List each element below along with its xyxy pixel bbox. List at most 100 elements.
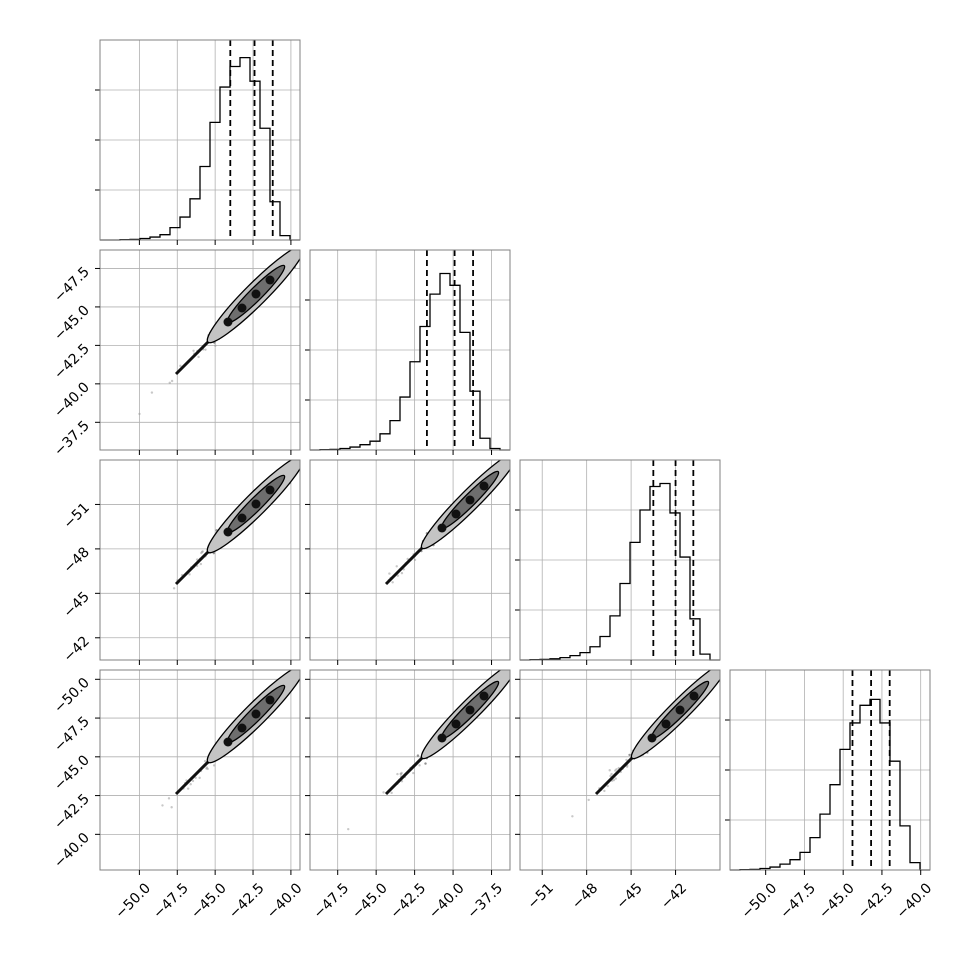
- panel-border: [309, 249, 511, 451]
- panels: −50.0−47.5−45.0−42.5−40.0 −47.5−45.0−42.5…: [51, 39, 935, 922]
- sample-point: [168, 381, 171, 384]
- density-peak-1: [437, 523, 447, 533]
- x-tick-label: −50.0: [739, 880, 781, 922]
- density-peak-4: [265, 275, 275, 285]
- density: [172, 460, 300, 590]
- sample-point: [167, 797, 171, 800]
- sample-point: [138, 412, 141, 416]
- density: [138, 250, 300, 416]
- sample-point: [205, 766, 209, 769]
- sample-point: [194, 776, 197, 779]
- panel-border: [519, 459, 721, 661]
- y-tick-label: −40.0: [51, 830, 93, 872]
- sample-point: [170, 379, 174, 383]
- sample-point: [161, 804, 164, 807]
- density-peak-2: [237, 303, 247, 313]
- x-tick-label: −47.5: [777, 880, 819, 922]
- sample-point: [198, 776, 201, 780]
- x-tick-label: −50.0: [112, 880, 154, 922]
- density-peak-3: [465, 705, 475, 715]
- density: [347, 670, 510, 831]
- x-tick-label: −48: [569, 880, 601, 912]
- density-peak-4: [265, 695, 275, 705]
- density-peak-3: [675, 705, 685, 715]
- hist-panel-3: [515, 459, 721, 665]
- panel-border: [519, 669, 721, 871]
- y-tick-label: −45.0: [51, 752, 93, 794]
- x-tick-label: −42: [658, 880, 690, 912]
- sample-point: [347, 827, 350, 831]
- x-tick-label: −40.0: [264, 880, 306, 922]
- sample-point: [214, 344, 217, 347]
- sample-point: [587, 798, 590, 802]
- sample-point: [614, 769, 617, 772]
- histogram-step: [730, 698, 930, 871]
- y-tick-label: −40.0: [51, 379, 93, 421]
- density-peak-4: [479, 691, 489, 701]
- density-peak-1: [223, 317, 233, 327]
- sample-point: [395, 565, 398, 568]
- y-tick-label: −51: [61, 500, 93, 532]
- sample-point: [197, 355, 200, 359]
- sample-point: [391, 581, 394, 584]
- hist-panel-4: [725, 669, 931, 875]
- y-tick-label: −47.5: [51, 264, 93, 306]
- density-peak-1: [647, 733, 657, 743]
- x-tick-label: −47.5: [311, 880, 353, 922]
- sample-point: [412, 771, 415, 775]
- sample-point: [388, 572, 391, 575]
- panel-border: [309, 459, 511, 661]
- sample-point: [400, 571, 404, 575]
- scatter-panel-4-1: [95, 669, 301, 875]
- y-tick-label: −37.5: [51, 418, 93, 460]
- sample-point: [191, 779, 195, 783]
- density-peak-4: [689, 691, 699, 701]
- histogram-step: [310, 272, 510, 451]
- sample-point: [382, 791, 385, 794]
- density-peak-4: [265, 485, 275, 495]
- y-tick-label: −42: [61, 633, 93, 665]
- y-tick-label: −50.0: [51, 675, 93, 717]
- density-peak-3: [251, 709, 261, 719]
- sample-point: [603, 789, 606, 793]
- density-peak-2: [451, 509, 461, 519]
- y-tick-label: −42.5: [51, 341, 93, 383]
- histogram-step: [100, 56, 300, 241]
- x-tick-label: −42.5: [855, 880, 897, 922]
- sample-point: [172, 587, 176, 590]
- x-tick-label: −37.5: [464, 880, 506, 922]
- density-peak-1: [223, 527, 233, 537]
- density-peak-3: [465, 495, 475, 505]
- sample-point: [212, 764, 216, 767]
- panel-border: [99, 39, 301, 241]
- scatter-panel-4-2: [305, 669, 511, 875]
- sample-point: [424, 762, 427, 765]
- x-tick-label: −45.0: [816, 880, 858, 922]
- sample-point: [204, 348, 207, 351]
- scatter-panel-3-1: [95, 459, 301, 665]
- hist-panel-1: [95, 39, 301, 245]
- density: [161, 670, 300, 809]
- density: [571, 670, 720, 818]
- sample-point: [199, 562, 203, 566]
- y-tick-label: −45.0: [51, 302, 93, 344]
- sample-point: [625, 765, 629, 768]
- x-tick-label: −42.5: [226, 880, 268, 922]
- density-peak-1: [437, 733, 447, 743]
- sample-point: [406, 557, 409, 561]
- y-tick-label: −42.5: [51, 791, 93, 833]
- sample-point: [606, 784, 609, 788]
- sample-point: [625, 758, 628, 762]
- x-tick-label: −45: [614, 880, 646, 912]
- panel-border: [99, 669, 301, 871]
- density-peak-4: [479, 481, 489, 491]
- scatter-panel-2-1: [95, 249, 301, 455]
- sample-point: [418, 764, 421, 767]
- panel-border: [729, 669, 931, 871]
- sample-point: [170, 806, 173, 809]
- density-peak-1: [223, 737, 233, 747]
- x-tick-label: −45.0: [349, 880, 391, 922]
- density-peak-2: [661, 719, 671, 729]
- panel-border: [99, 459, 301, 661]
